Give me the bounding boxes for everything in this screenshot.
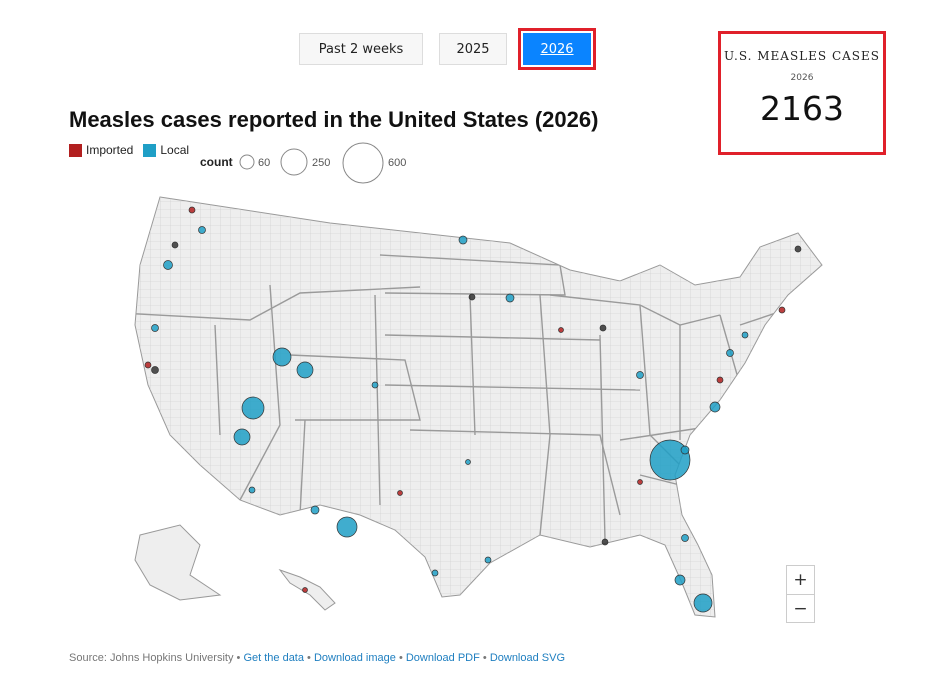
us-map[interactable] xyxy=(120,185,830,635)
case-marker[interactable] xyxy=(716,376,724,384)
case-marker[interactable] xyxy=(296,361,314,379)
case-marker[interactable] xyxy=(681,534,689,542)
case-marker[interactable] xyxy=(310,505,320,515)
case-marker[interactable] xyxy=(188,206,196,214)
case-markers xyxy=(144,206,802,613)
tab-past-2-weeks[interactable]: Past 2 weeks xyxy=(299,33,423,65)
case-count-value: 2163 xyxy=(760,89,844,128)
case-marker[interactable] xyxy=(465,459,471,465)
case-marker[interactable] xyxy=(171,241,179,249)
case-marker[interactable] xyxy=(397,490,403,496)
case-marker[interactable] xyxy=(468,293,476,301)
case-marker[interactable] xyxy=(144,361,152,369)
map-land xyxy=(134,196,823,618)
imported-swatch xyxy=(69,143,82,157)
count-legend-value-medium: 250 xyxy=(312,157,330,169)
count-legend-value-small: 60 xyxy=(258,157,270,169)
year-tabs: Past 2 weeks 2025 2026 xyxy=(299,28,596,70)
case-marker[interactable] xyxy=(649,439,691,481)
case-marker[interactable] xyxy=(302,587,308,593)
zoom-in-button[interactable]: + xyxy=(787,566,814,594)
case-marker[interactable] xyxy=(505,293,515,303)
download-image-link[interactable]: Download image xyxy=(313,652,396,664)
case-marker[interactable] xyxy=(558,327,564,333)
count-legend-value-large: 600 xyxy=(388,157,406,169)
download-svg-link[interactable]: Download SVG xyxy=(489,652,566,664)
case-marker[interactable] xyxy=(248,486,256,494)
case-marker[interactable] xyxy=(336,516,358,538)
case-marker[interactable] xyxy=(371,381,379,389)
source-text: Source: Johns Hopkins University xyxy=(69,652,234,664)
case-marker[interactable] xyxy=(674,574,686,586)
page-title: Measles cases reported in the United Sta… xyxy=(69,107,599,132)
case-marker[interactable] xyxy=(741,331,749,339)
local-label: Local xyxy=(160,143,190,157)
county-lines xyxy=(135,197,822,617)
case-marker[interactable] xyxy=(233,428,251,446)
case-marker[interactable] xyxy=(272,347,292,367)
download-pdf-link[interactable]: Download PDF xyxy=(405,652,480,664)
get-data-link[interactable]: Get the data xyxy=(243,652,304,664)
zoom-out-button[interactable]: − xyxy=(787,594,814,622)
case-count-box: U.S. MEASLES CASES 2026 2163 xyxy=(718,31,886,155)
case-marker[interactable] xyxy=(601,538,609,546)
count-legend-label: count xyxy=(200,155,233,169)
case-marker[interactable] xyxy=(680,445,690,455)
case-marker[interactable] xyxy=(163,260,173,270)
zoom-control: + − xyxy=(786,565,815,623)
case-marker[interactable] xyxy=(599,324,607,332)
case-marker[interactable] xyxy=(709,401,721,413)
imported-label: Imported xyxy=(86,143,134,157)
case-marker[interactable] xyxy=(198,226,206,234)
tab-2026[interactable]: 2026 xyxy=(518,28,596,70)
map-outlying xyxy=(134,524,336,611)
case-count-label: U.S. MEASLES CASES xyxy=(724,49,880,63)
case-marker[interactable] xyxy=(241,396,265,420)
footer: Source: Johns Hopkins University • Get t… xyxy=(69,652,566,664)
count-legend-circle-small xyxy=(239,154,255,170)
count-legend: count 60 250 600 xyxy=(200,142,406,184)
case-marker[interactable] xyxy=(726,349,734,357)
alaska-shape xyxy=(134,524,222,601)
case-marker[interactable] xyxy=(458,235,468,245)
case-marker[interactable] xyxy=(778,306,786,314)
case-marker[interactable] xyxy=(431,569,439,577)
state-borders xyxy=(135,254,801,541)
tab-2025[interactable]: 2025 xyxy=(439,33,507,65)
case-marker[interactable] xyxy=(637,479,643,485)
case-marker[interactable] xyxy=(794,245,802,253)
local-swatch xyxy=(143,143,157,157)
count-legend-circle-medium xyxy=(280,148,308,176)
color-legend: Imported Local xyxy=(69,143,189,157)
case-count-year: 2026 xyxy=(790,73,814,83)
count-legend-circle-large xyxy=(342,142,384,184)
case-marker[interactable] xyxy=(151,324,159,332)
case-marker[interactable] xyxy=(484,556,492,564)
case-marker[interactable] xyxy=(693,593,713,613)
case-marker[interactable] xyxy=(151,366,159,374)
case-marker[interactable] xyxy=(636,371,644,379)
